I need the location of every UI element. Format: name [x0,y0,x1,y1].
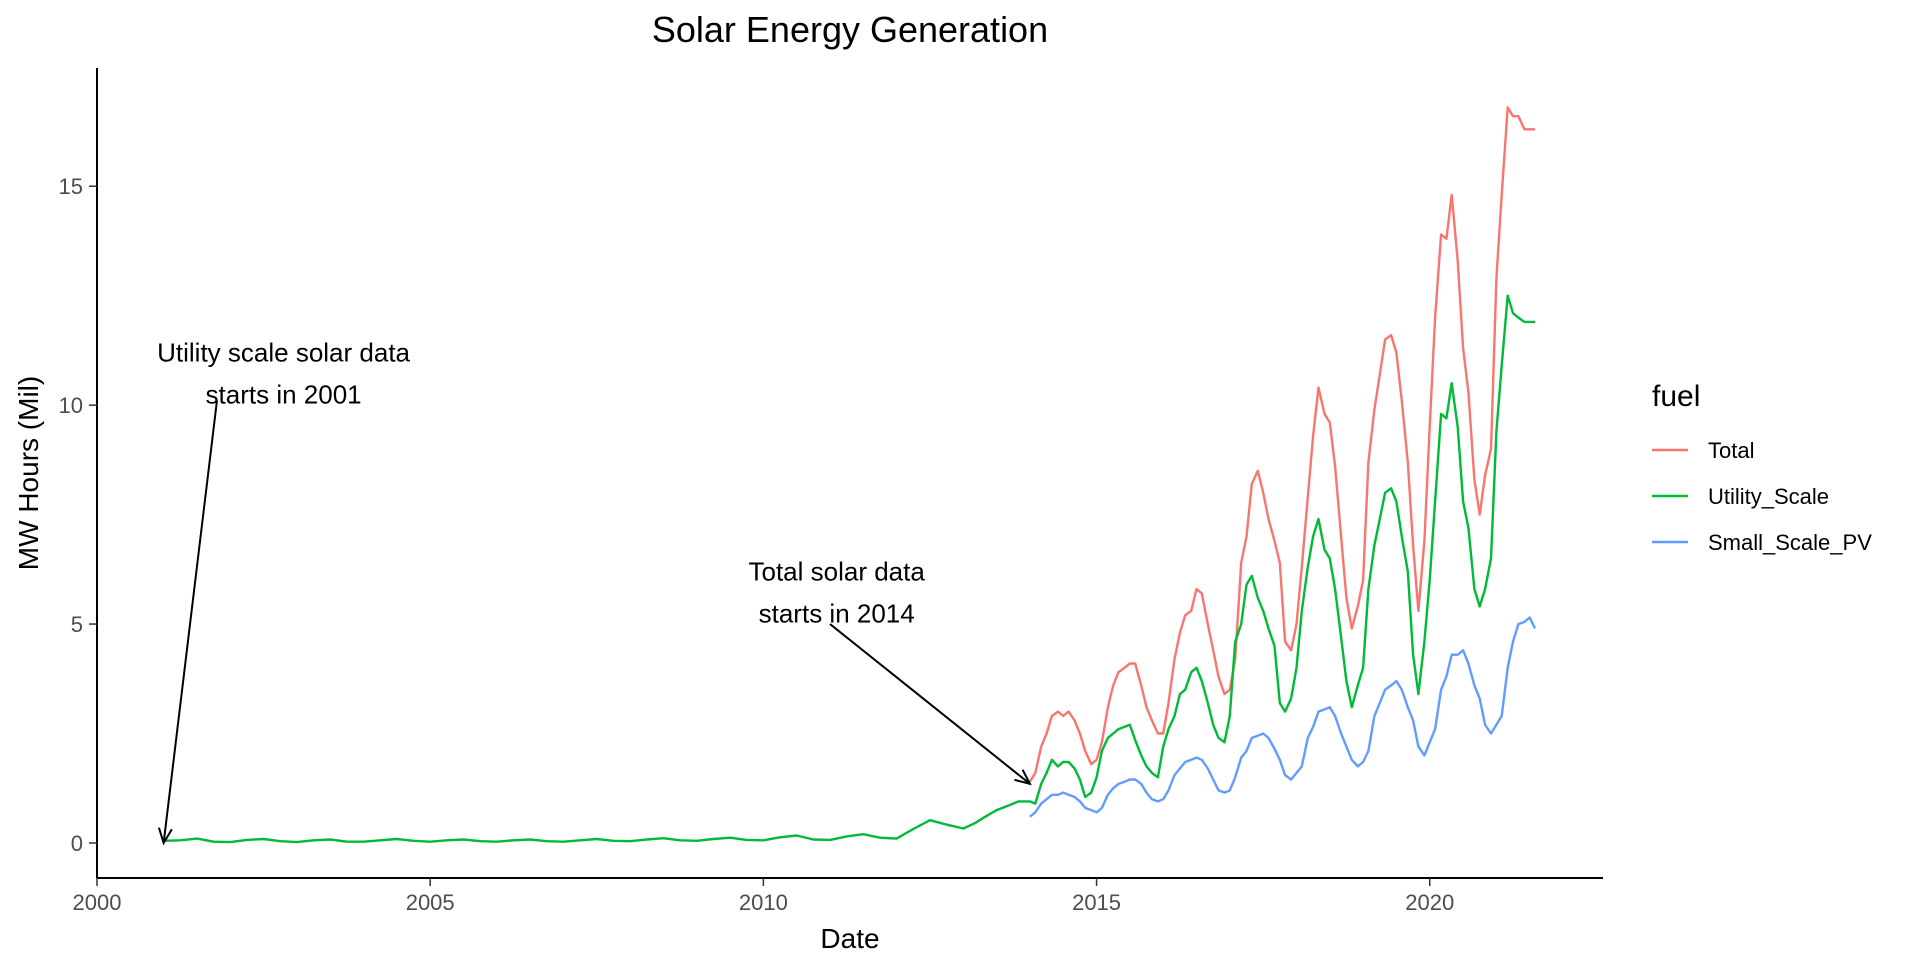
legend-title: fuel [1652,380,1700,413]
legend-label-total: Total [1708,438,1754,463]
x-tick-label: 2005 [406,890,455,915]
annotation-text: starts in 2014 [759,598,915,628]
series-line-utility-scale [163,294,1535,844]
plot-area: Utility scale solar data starts in 2001 To… [59,68,1603,915]
series-layer [163,106,1537,844]
chart-title: Solar Energy Generation [652,9,1048,50]
y-tick-label: 0 [71,831,83,856]
annotation-arrow [162,400,218,844]
annotation-arrow-head [157,827,173,846]
annotation-layer: Utility scale solar data starts in 2001 To… [157,337,1032,846]
y-ticks: 0 5 10 15 [59,174,97,856]
y-axis-title: MW Hours (Mil) [13,376,44,570]
series-line-small-scale-pv [1029,616,1537,818]
x-tick-label: 2010 [739,890,788,915]
legend: fuel Total Utility_Scale Small_Scale_PV [1652,380,1872,555]
legend-label-small-scale-pv: Small_Scale_PV [1708,530,1872,555]
annotation-arrow [829,623,1031,785]
x-axis-title: Date [820,923,879,954]
x-tick-label: 2020 [1405,890,1454,915]
y-tick-label: 5 [71,612,83,637]
annotation-text: Total solar data [749,556,926,586]
legend-label-utility-scale: Utility_Scale [1708,484,1829,509]
legend-items: Total Utility_Scale Small_Scale_PV [1652,438,1872,555]
x-ticks: 2000 2005 2010 2015 2020 [73,878,1454,915]
x-tick-label: 2015 [1072,890,1121,915]
x-tick-label: 2000 [73,890,122,915]
annotation-text: starts in 2001 [206,379,362,409]
series-line-total [1028,106,1535,783]
y-tick-label: 10 [59,393,83,418]
annotation-arrow-head [1014,769,1032,786]
annotation-text: Utility scale solar data [157,337,410,367]
y-tick-label: 15 [59,174,83,199]
